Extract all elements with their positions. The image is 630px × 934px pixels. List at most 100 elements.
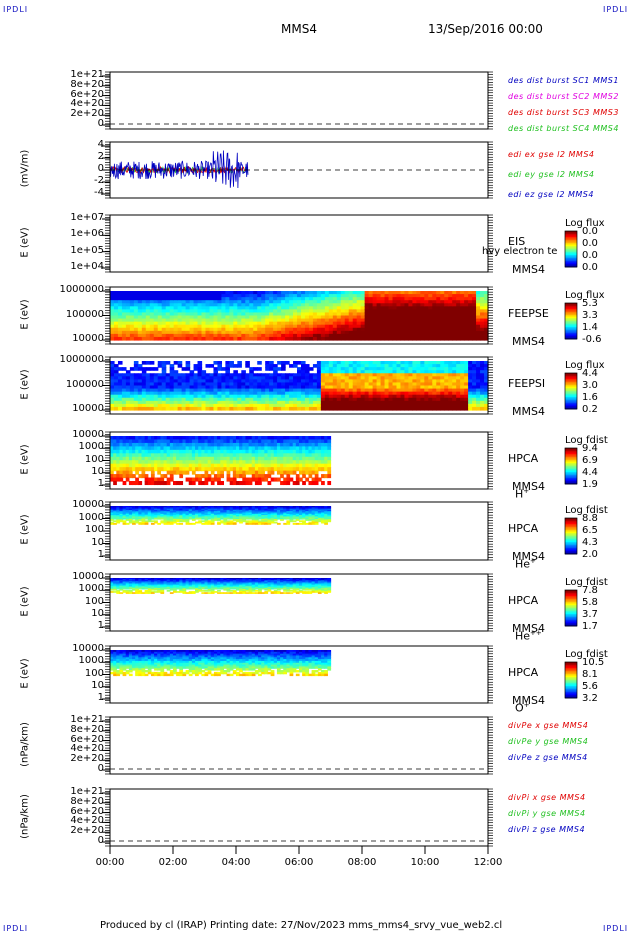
spectro-cell bbox=[117, 376, 123, 380]
spectro-cell bbox=[125, 515, 130, 517]
spectro-cell bbox=[205, 406, 211, 411]
spectro-cell bbox=[392, 379, 398, 384]
spectro-cell bbox=[154, 477, 158, 482]
spectro-cell bbox=[269, 303, 274, 307]
spectro-cell bbox=[198, 512, 202, 515]
spectro-cell bbox=[320, 388, 326, 393]
spectro-cell bbox=[169, 300, 175, 304]
spectro-cell bbox=[304, 394, 310, 399]
spectro-cell bbox=[448, 300, 453, 304]
spectro-cell bbox=[197, 291, 203, 295]
spectro-cell bbox=[468, 318, 473, 323]
spectro-cell bbox=[273, 385, 278, 390]
spectro-cell bbox=[292, 480, 297, 486]
spectro-cell bbox=[328, 394, 334, 399]
spectro-cell bbox=[195, 508, 199, 511]
spectro-cell bbox=[149, 333, 155, 338]
spectro-cell bbox=[153, 291, 159, 295]
spectro-cell bbox=[229, 508, 234, 511]
spectro-cell bbox=[163, 521, 168, 524]
spectro-cell bbox=[424, 321, 429, 326]
spectro-cell bbox=[205, 327, 211, 332]
spectro-cell bbox=[185, 522, 190, 525]
spectro-cell bbox=[253, 321, 258, 326]
spectro-cell bbox=[217, 330, 223, 335]
spectro-cell bbox=[484, 367, 489, 371]
spectro-cell bbox=[364, 306, 370, 310]
spectro-cell bbox=[157, 515, 161, 517]
spectro-cell bbox=[472, 327, 477, 332]
spectro-cell bbox=[254, 511, 259, 514]
spectro-cell bbox=[205, 324, 211, 329]
spectro-cell bbox=[217, 297, 223, 301]
spectro-cell bbox=[432, 309, 437, 314]
spectro-cell bbox=[225, 382, 230, 387]
spectro-cell bbox=[273, 509, 278, 512]
spectro-cell bbox=[245, 517, 250, 520]
spectro-cell bbox=[185, 463, 190, 468]
spectro-cell bbox=[392, 303, 398, 307]
spectro-cell bbox=[286, 467, 291, 472]
spectro-cell bbox=[229, 436, 234, 441]
spectro-cell bbox=[225, 361, 230, 365]
spectro-cell bbox=[440, 394, 445, 399]
spectro-cell bbox=[289, 391, 294, 396]
spectro-cell bbox=[217, 336, 223, 341]
spectro-cell bbox=[166, 480, 171, 486]
spectro-cell bbox=[276, 513, 281, 516]
spectro-cell bbox=[265, 312, 270, 317]
spectro-cell bbox=[221, 333, 226, 338]
spectro-cell bbox=[213, 516, 218, 519]
spectro-cell bbox=[119, 474, 124, 479]
spectro-cell bbox=[121, 397, 127, 402]
spectro-cell bbox=[372, 309, 378, 314]
spectro-cell bbox=[258, 513, 262, 516]
spectro-cell bbox=[213, 453, 218, 458]
spectro-cell bbox=[110, 364, 115, 368]
spectro-cell bbox=[173, 511, 177, 514]
spectro-cell bbox=[149, 303, 155, 307]
spectro-cell bbox=[276, 449, 281, 454]
spectro-cell bbox=[177, 385, 183, 390]
spectro-cell bbox=[444, 370, 449, 374]
spectro-cell bbox=[269, 364, 274, 368]
spectro-cell bbox=[201, 513, 206, 516]
spectro-cell bbox=[165, 379, 171, 384]
spectro-cell bbox=[122, 506, 127, 508]
spectro-cell bbox=[248, 507, 253, 510]
spectro-cell bbox=[233, 321, 238, 326]
spectro-cell bbox=[245, 364, 250, 368]
spectro-cell bbox=[380, 403, 386, 408]
spectro-cell bbox=[396, 303, 402, 307]
spectro-cell bbox=[229, 509, 234, 512]
spectro-cell bbox=[205, 294, 211, 298]
spectro-cell bbox=[213, 515, 218, 517]
spectro-cell bbox=[173, 324, 179, 329]
spectro-cell bbox=[412, 379, 417, 384]
spectro-cell bbox=[188, 513, 193, 516]
spectro-cell bbox=[277, 379, 282, 384]
spectro-cell bbox=[364, 400, 370, 405]
spectro-cell bbox=[254, 477, 259, 482]
spectro-cell bbox=[121, 367, 127, 371]
spectro-cell bbox=[476, 297, 481, 301]
spectro-cell bbox=[133, 300, 139, 304]
spectro-cell bbox=[308, 388, 314, 393]
spectro-cell bbox=[213, 477, 218, 482]
spectro-cell bbox=[480, 394, 485, 399]
spectro-cell bbox=[117, 394, 123, 399]
spectro-cell bbox=[135, 519, 139, 521]
spectro-cell bbox=[308, 480, 313, 486]
spectro-cell bbox=[133, 330, 139, 335]
spectro-cell bbox=[217, 460, 221, 465]
spectro-cell bbox=[213, 318, 219, 323]
spectro-cell bbox=[432, 306, 437, 310]
spectro-cell bbox=[312, 391, 318, 396]
spectro-cell bbox=[204, 515, 209, 517]
spectro-cell bbox=[265, 403, 270, 408]
spectro-cell bbox=[217, 318, 223, 323]
spectro-cell bbox=[169, 509, 174, 512]
spectro-cell bbox=[204, 477, 209, 482]
spectro-cell bbox=[276, 439, 281, 444]
spectro-cell bbox=[213, 382, 219, 387]
